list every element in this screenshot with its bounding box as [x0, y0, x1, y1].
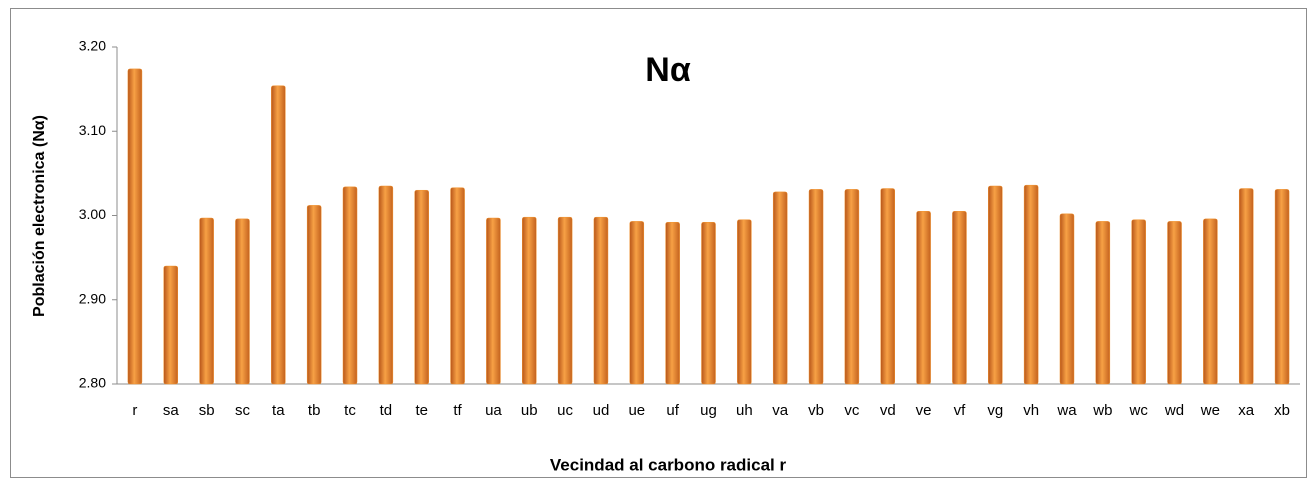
bar: [342, 186, 358, 385]
bar: [557, 216, 573, 385]
x-tick-label: ve: [916, 402, 932, 419]
bar: [1023, 184, 1039, 385]
x-tick-label: tb: [308, 402, 321, 419]
bar: [450, 187, 465, 385]
bar: [163, 265, 179, 385]
x-tick-label: vb: [808, 402, 824, 419]
bar: [916, 211, 931, 385]
bar: [486, 217, 501, 385]
x-tick-label: xa: [1238, 402, 1255, 419]
chart-frame: [10, 8, 1307, 478]
x-tick-label: ua: [485, 402, 502, 419]
x-tick-label: ug: [700, 402, 717, 419]
y-tick-label: 3.20: [79, 38, 106, 54]
x-tick-label: vg: [987, 402, 1003, 419]
x-tick-label: tc: [344, 402, 356, 419]
y-tick-label: 3.10: [79, 122, 106, 138]
bar: [772, 191, 788, 385]
bar: [808, 189, 824, 385]
bar: [1131, 219, 1146, 385]
bar: [235, 218, 250, 385]
x-tick-label: wd: [1164, 402, 1184, 419]
x-tick-label: sb: [199, 402, 215, 419]
chart-title: Nα: [645, 51, 691, 89]
bar: [1203, 218, 1218, 385]
x-tick-label: xb: [1274, 402, 1290, 419]
x-tick-label: uc: [557, 402, 573, 419]
x-tick-label: vh: [1023, 402, 1039, 419]
bar: [988, 185, 1003, 385]
x-tick-label: wb: [1092, 402, 1112, 419]
x-tick-label: ta: [272, 402, 285, 419]
x-tick-label: tf: [453, 402, 462, 419]
bar: [1238, 188, 1254, 385]
bar: [1095, 221, 1111, 385]
bar: [1059, 213, 1075, 385]
bar: [880, 188, 895, 385]
bar: [629, 221, 645, 385]
x-tick-label: sc: [235, 402, 251, 419]
x-tick-label: vc: [844, 402, 860, 419]
x-tick-label: vd: [880, 402, 896, 419]
x-tick-label: ub: [521, 402, 538, 419]
x-tick-label: vf: [954, 402, 967, 419]
bar: [522, 216, 537, 385]
y-axis-label: Población electronica (Nα): [31, 115, 48, 317]
x-axis-label: Vecindad al carbono radical r: [550, 455, 787, 474]
bar: [306, 205, 322, 385]
bar: [952, 211, 967, 385]
bar: [1167, 221, 1182, 385]
bar: [737, 219, 752, 385]
x-tick-label: td: [380, 402, 393, 419]
y-tick-label: 2.90: [79, 290, 106, 306]
x-tick-label: wc: [1129, 402, 1149, 419]
bar: [127, 68, 143, 385]
bar: [414, 189, 429, 385]
x-tick-label: we: [1200, 402, 1220, 419]
x-tick-label: va: [772, 402, 789, 419]
x-tick-label: ud: [593, 402, 610, 419]
bar: [1274, 189, 1290, 385]
x-tick-label: uf: [666, 402, 679, 419]
bar: [844, 189, 860, 385]
y-tick-label: 2.80: [79, 375, 106, 391]
x-tick-label: wa: [1056, 402, 1077, 419]
y-tick-label: 3.00: [79, 206, 106, 222]
bar: [199, 217, 214, 385]
bar: [665, 221, 680, 385]
bar: [701, 221, 716, 385]
bar: [593, 216, 609, 385]
bar: [378, 185, 394, 385]
x-tick-label: te: [415, 402, 428, 419]
x-tick-label: ue: [628, 402, 645, 419]
x-tick-label: uh: [736, 402, 753, 419]
x-tick-label: sa: [163, 402, 180, 419]
x-tick-label: r: [132, 402, 137, 419]
bar: [271, 85, 286, 385]
